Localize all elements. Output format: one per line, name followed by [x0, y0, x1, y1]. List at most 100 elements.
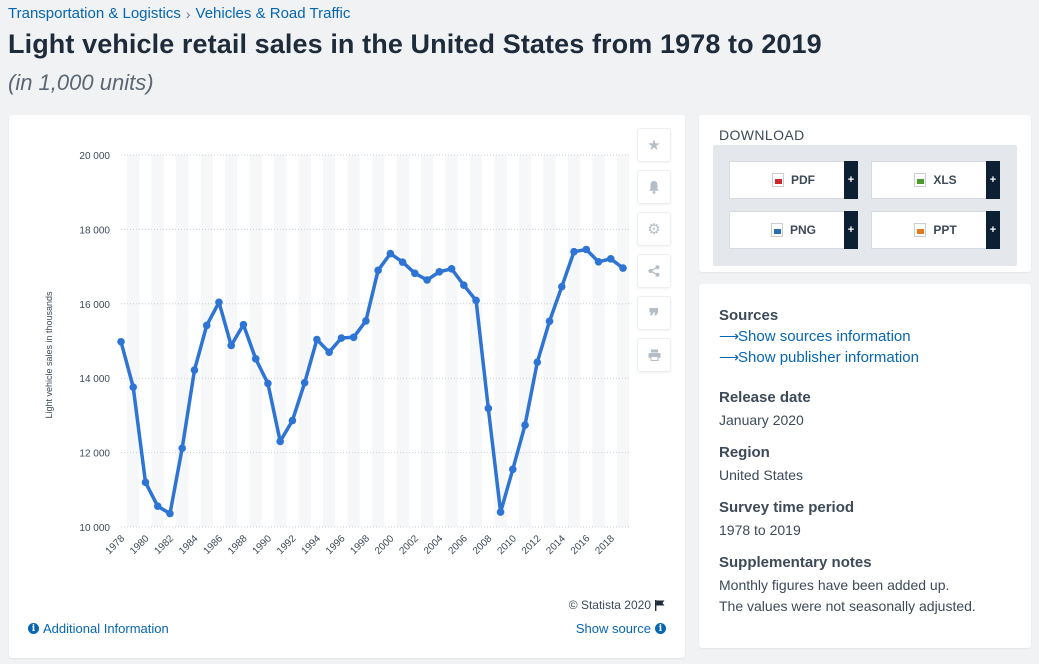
y-tick-label: 14 000 [79, 374, 110, 385]
data-point[interactable] [386, 249, 395, 258]
data-point[interactable] [202, 321, 211, 330]
breadcrumb-link-vehicles[interactable]: Vehicles & Road Traffic [195, 5, 351, 22]
survey-period-label: Survey time period [719, 499, 855, 516]
download-pdf-button[interactable]: PDF + [729, 161, 858, 199]
data-point[interactable] [606, 254, 615, 263]
data-point[interactable] [472, 296, 480, 305]
bookmark-button[interactable]: ★ [637, 128, 671, 162]
print-button[interactable] [637, 338, 671, 372]
flag-icon[interactable] [655, 599, 665, 611]
data-point[interactable] [509, 465, 517, 474]
statista-credit: © Statista 2020 [569, 598, 665, 612]
data-point[interactable] [313, 335, 321, 344]
data-point[interactable] [251, 355, 260, 363]
page-title: Light vehicle retail sales in the United… [8, 29, 822, 59]
data-point[interactable] [435, 268, 444, 276]
data-point[interactable] [288, 416, 297, 425]
x-tick-label: 2012 [520, 533, 544, 557]
data-point[interactable] [129, 383, 138, 391]
data-point[interactable] [276, 437, 284, 446]
data-point[interactable] [545, 317, 554, 326]
show-sources-link[interactable]: ⟶ Show sources information [719, 328, 919, 345]
data-point[interactable] [460, 281, 468, 289]
y-tick-label: 20 000 [79, 151, 110, 162]
data-point[interactable] [337, 334, 346, 342]
data-point[interactable] [447, 265, 456, 273]
data-point[interactable] [570, 247, 578, 256]
y-tick-label: 16 000 [79, 300, 110, 311]
info-icon: i [655, 623, 666, 634]
year-band [249, 155, 262, 527]
data-point[interactable] [117, 337, 125, 346]
data-point[interactable] [190, 366, 199, 374]
x-axis-ticks: 1978 1980 1982 1984 1986 1988 1990 1992 1994 1996… [104, 533, 618, 557]
release-date-section: Release date January 2020 [719, 389, 811, 431]
data-point[interactable] [178, 444, 187, 452]
data-point[interactable] [227, 341, 235, 350]
data-point[interactable] [300, 378, 309, 387]
print-icon [648, 349, 660, 361]
data-point[interactable] [533, 358, 542, 367]
year-band [151, 155, 164, 527]
data-point[interactable] [264, 379, 272, 388]
download-ppt-button[interactable]: PPT + [871, 211, 1000, 249]
breadcrumb-link-transportation[interactable]: Transportation & Logistics [8, 5, 181, 22]
plus-icon: + [986, 211, 1000, 249]
year-band [567, 155, 581, 527]
data-point[interactable] [153, 502, 162, 510]
data-point[interactable] [239, 320, 248, 329]
share-icon [648, 265, 660, 277]
settings-button[interactable]: ⚙ [637, 212, 671, 246]
x-tick-label: 1998 [348, 533, 372, 557]
data-point[interactable] [215, 298, 223, 307]
survey-period-value: 1978 to 2019 [719, 522, 801, 538]
show-publisher-link[interactable]: ⟶ Show publisher information [719, 349, 919, 366]
data-point[interactable] [411, 269, 419, 278]
region-value: United States [719, 467, 804, 483]
arrow-right-icon: ⟶ [719, 349, 740, 365]
gear-icon: ⚙ [647, 221, 661, 238]
star-icon: ★ [647, 137, 661, 154]
x-tick-label: 2002 [397, 533, 421, 557]
download-xls-label: XLS [933, 173, 957, 187]
data-point[interactable] [141, 478, 150, 487]
data-point[interactable] [166, 509, 174, 518]
data-point[interactable] [325, 348, 333, 356]
data-point[interactable] [362, 317, 370, 325]
x-tick-label: 1982 [153, 533, 177, 557]
data-point[interactable] [582, 245, 591, 254]
data-point[interactable] [398, 258, 407, 266]
pdf-file-icon [772, 173, 784, 187]
x-tick-label: 1984 [177, 533, 201, 557]
data-point[interactable] [619, 264, 627, 272]
data-point[interactable] [349, 333, 358, 342]
share-button[interactable] [637, 254, 671, 288]
plus-icon: + [986, 161, 1000, 199]
download-card: DOWNLOAD PDF + XLS + PNG + PPT + [699, 115, 1031, 272]
data-point[interactable] [521, 421, 529, 429]
additional-information-label: Additional Information [43, 621, 169, 636]
year-band [323, 155, 336, 527]
data-point[interactable] [484, 404, 493, 413]
additional-information-link[interactable]: i Additional Information [28, 621, 169, 636]
download-panel: PDF + XLS + PNG + PPT + [713, 145, 1017, 266]
breadcrumb-separator: › [185, 5, 191, 22]
x-tick-label: 2008 [471, 533, 495, 557]
y-tick-label: 12 000 [79, 449, 110, 460]
x-tick-label: 2016 [569, 533, 593, 557]
alert-button[interactable] [637, 170, 671, 204]
data-point[interactable] [557, 282, 566, 291]
supplementary-notes-label: Supplementary notes [719, 554, 872, 571]
download-xls-button[interactable]: XLS + [871, 161, 1000, 199]
download-heading: DOWNLOAD [719, 127, 805, 143]
credit-text: © Statista 2020 [568, 598, 651, 612]
show-source-link[interactable]: Show source i [576, 621, 666, 636]
ppt-file-icon [914, 223, 927, 237]
data-point[interactable] [423, 276, 431, 284]
cite-button[interactable]: ❞ [637, 296, 671, 330]
data-point[interactable] [374, 266, 382, 275]
download-png-button[interactable]: PNG + [729, 211, 858, 249]
data-point[interactable] [594, 257, 603, 266]
data-point[interactable] [496, 508, 505, 516]
x-tick-label: 1994 [300, 533, 324, 557]
